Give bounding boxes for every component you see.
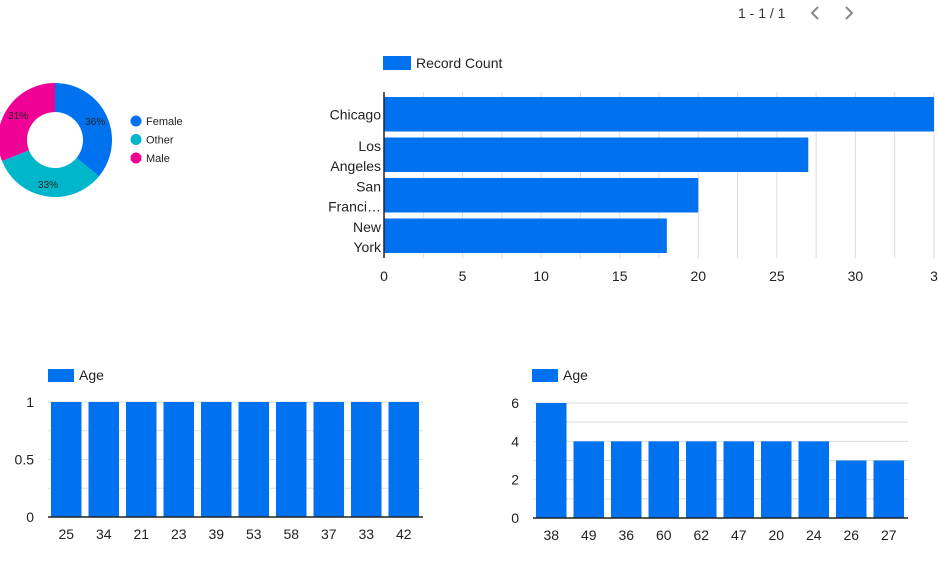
x-tick-label: 5: [459, 268, 467, 284]
x-tick-label: 34: [96, 526, 112, 542]
y-tick-label: San: [356, 178, 381, 194]
bar: [573, 441, 604, 518]
x-tick-label: 58: [283, 526, 299, 542]
y-tick-label: 0.5: [15, 452, 35, 468]
x-tick-label: 62: [693, 527, 709, 543]
legend-marker-record-count: [383, 56, 411, 70]
bar: [686, 441, 717, 518]
y-tick-label: 0: [26, 509, 34, 525]
y-tick-label: 0: [511, 510, 519, 526]
y-tick-label: 2: [511, 472, 519, 488]
chevron-right-icon: [845, 6, 854, 20]
x-tick-label: 25: [58, 526, 74, 542]
bar: [761, 441, 792, 518]
legend-label-record-count: Record Count: [416, 55, 502, 71]
y-tick-label: 1: [26, 394, 34, 410]
legend-marker-other: [130, 134, 142, 145]
y-tick-label: Franci…: [328, 198, 381, 214]
slice-percent-label: 36%: [85, 117, 105, 128]
legend-label-male: Male: [146, 153, 170, 165]
x-tick-label: 10: [533, 268, 549, 284]
x-tick-label: 60: [656, 527, 672, 543]
x-tick-label: 37: [321, 526, 337, 542]
bar: [611, 441, 642, 518]
legend-label-female: Female: [146, 116, 183, 128]
x-tick-label: 15: [612, 268, 628, 284]
x-tick-label: 24: [806, 527, 822, 543]
previous-page-button[interactable]: [798, 2, 832, 24]
x-tick-label: 49: [581, 527, 597, 543]
slice-percent-label: 31%: [8, 111, 28, 122]
donut-slice-female: [55, 83, 112, 177]
x-tick-label: 42: [396, 526, 412, 542]
city-bar-chart: Record Count 0 5 10 15 20 25 30 3 Chicago Los Angel…: [328, 55, 938, 284]
bar: [836, 460, 867, 518]
gender-donut-chart: 36% 33% 31% Female Other Male: [0, 83, 183, 197]
bar: [384, 97, 934, 132]
slice-percent-label: 33%: [38, 180, 58, 191]
pagination: 1 - 1 / 1: [738, 2, 866, 24]
x-tick-label: 20: [768, 527, 784, 543]
legend-marker-age: [532, 369, 558, 382]
bar: [238, 402, 269, 517]
y-tick-label: 4: [511, 433, 519, 449]
x-tick-label: 26: [843, 527, 859, 543]
x-tick-label: 20: [690, 268, 706, 284]
bar: [351, 402, 382, 517]
y-tick-label: Chicago: [330, 106, 382, 122]
bar: [536, 403, 567, 518]
bar: [384, 218, 667, 253]
legend-label-age: Age: [79, 367, 104, 383]
y-tick-label: 6: [511, 395, 519, 411]
x-tick-label: 39: [208, 526, 224, 542]
x-tick-label: 27: [881, 527, 897, 543]
x-tick-label: 3: [930, 268, 938, 284]
y-tick-label: Angeles: [330, 158, 381, 174]
x-tick-label: 21: [133, 526, 149, 542]
next-page-button[interactable]: [832, 2, 866, 24]
x-tick-label: 25: [769, 268, 785, 284]
chevron-left-icon: [810, 6, 819, 20]
x-tick-label: 36: [618, 527, 634, 543]
bar: [88, 402, 119, 517]
bar: [201, 402, 232, 517]
y-tick-label: York: [353, 239, 382, 255]
x-tick-label: 38: [543, 527, 559, 543]
bar: [126, 402, 157, 517]
bar: [163, 402, 194, 517]
bar: [384, 178, 699, 213]
bar: [648, 441, 679, 518]
y-tick-label: New: [353, 219, 382, 235]
legend-marker-male: [130, 152, 142, 164]
bar: [798, 441, 829, 518]
x-tick-label: 0: [380, 268, 388, 284]
x-tick-label: 23: [171, 526, 187, 542]
bar: [873, 460, 904, 518]
bar: [388, 402, 419, 517]
x-tick-label: 53: [246, 526, 262, 542]
bar: [51, 402, 82, 517]
bar: [384, 137, 809, 172]
pagination-label: 1 - 1 / 1: [738, 5, 786, 21]
y-tick-label: Los: [358, 138, 381, 154]
legend-marker-age: [48, 369, 74, 382]
bar: [276, 402, 307, 517]
legend-label-other: Other: [146, 135, 174, 147]
legend-marker-female: [130, 115, 142, 127]
x-tick-label: 33: [358, 526, 374, 542]
bar: [313, 402, 344, 517]
bar: [723, 441, 754, 518]
x-tick-label: 47: [731, 527, 747, 543]
donut-slice-other: [2, 150, 99, 197]
legend-label-age: Age: [563, 367, 588, 383]
age-bar-chart-1: Age 0 0.5 1 25 34 21 23 39 53 58 37 33 42: [15, 367, 423, 542]
donut-slice-male: [0, 83, 55, 161]
x-tick-label: 30: [848, 268, 864, 284]
